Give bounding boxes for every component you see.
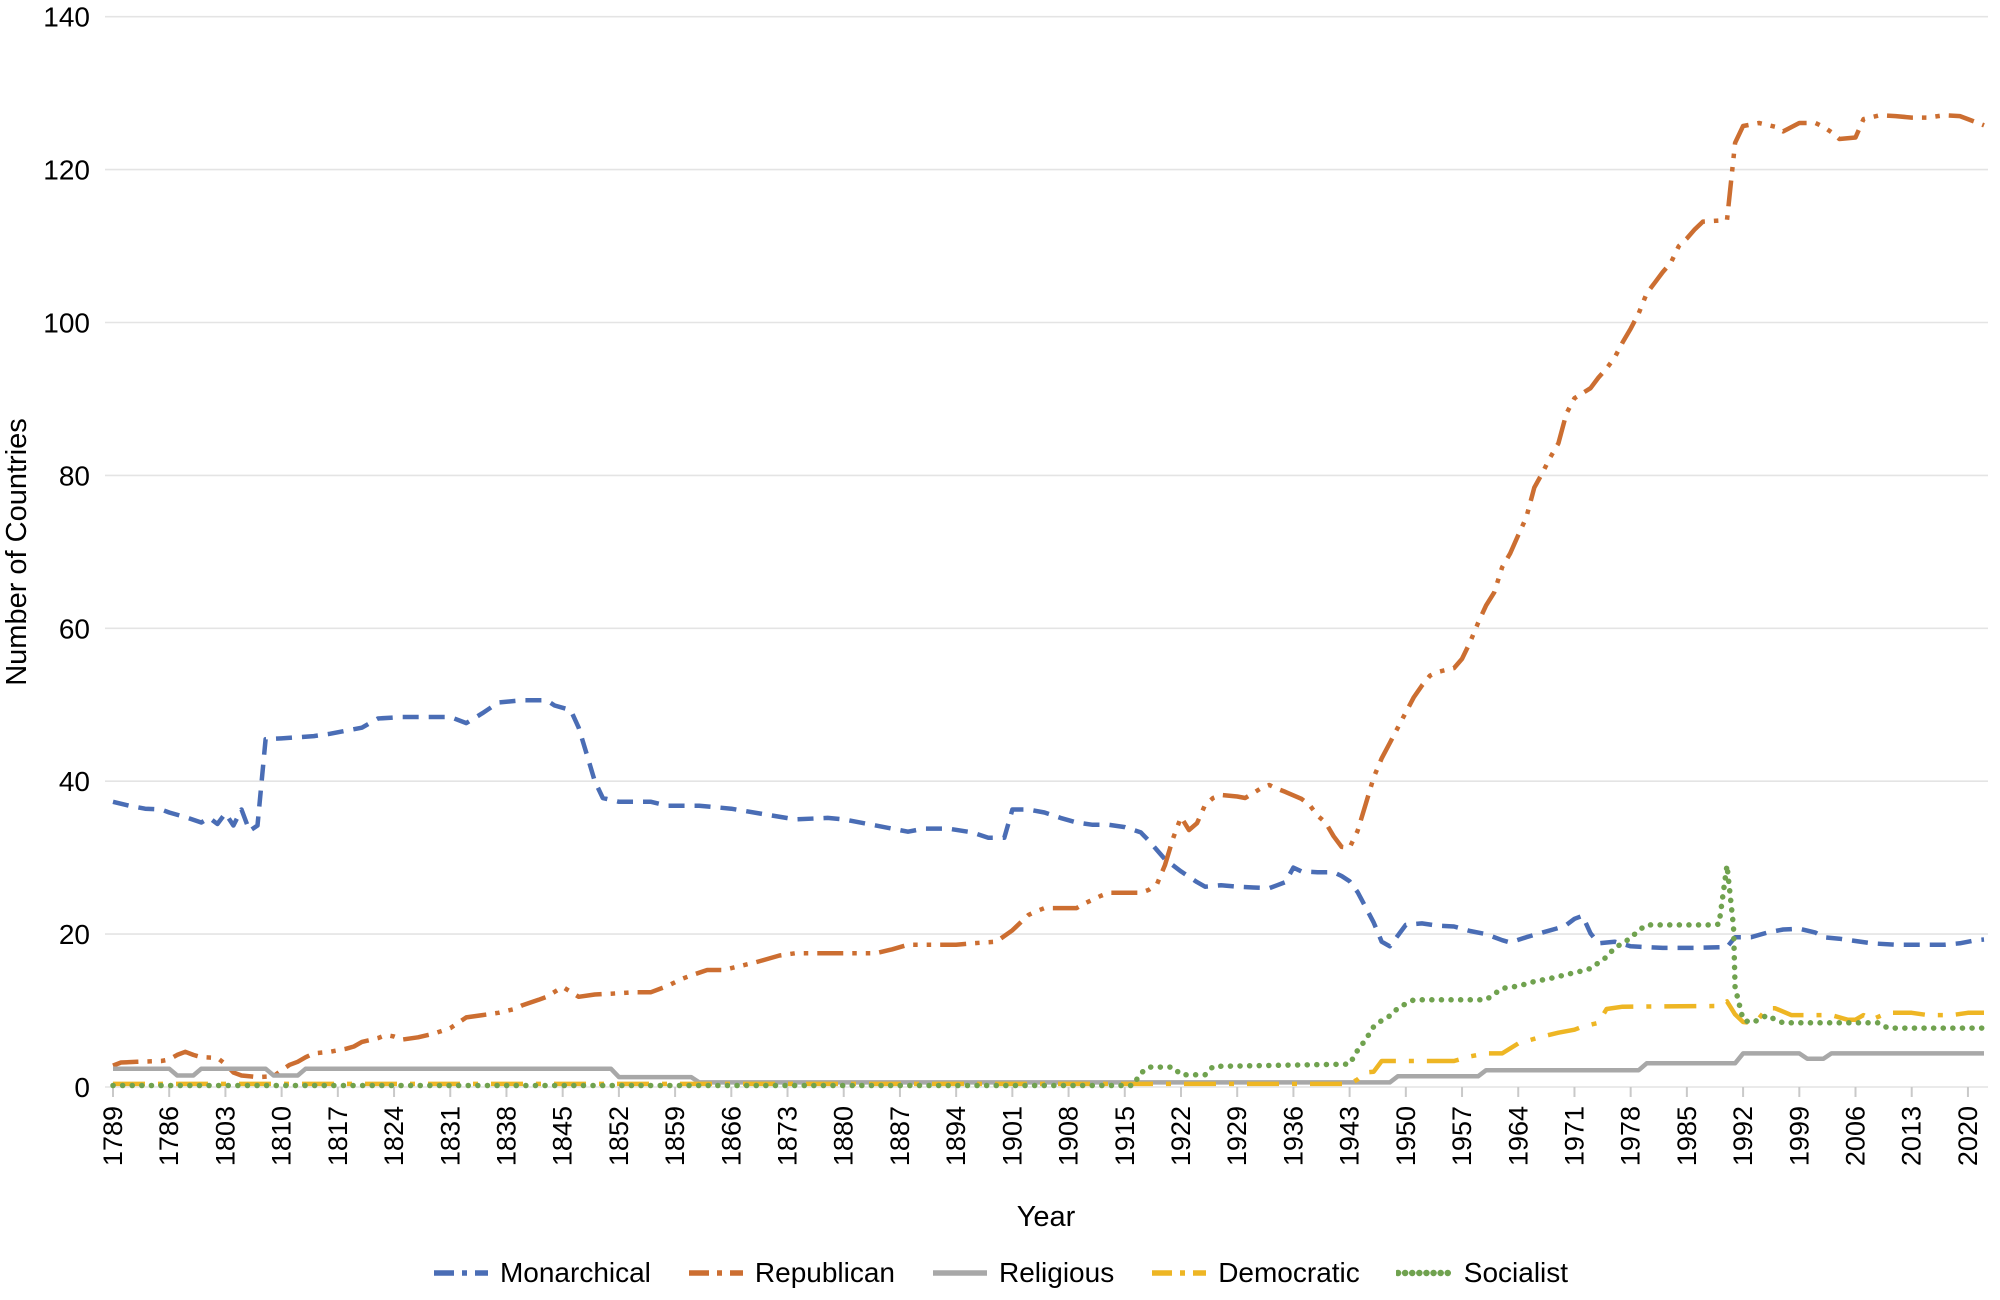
y-tick-label: 80 [59, 460, 90, 491]
x-tick-label: 1852 [604, 1106, 634, 1166]
x-tick-label: 1929 [1222, 1106, 1252, 1166]
y-axis-labels: 0 20 40 60 80 100 120 140 [43, 2, 90, 1103]
y-axis-title: Number of Countries [1, 418, 33, 686]
legend-item-republican: Republican [687, 1257, 895, 1289]
x-tick-label: 1936 [1278, 1106, 1308, 1166]
x-tick-label: 1824 [379, 1106, 409, 1166]
x-tick-label: 1999 [1784, 1106, 1814, 1166]
y-tick-label: 40 [59, 766, 90, 797]
x-axis-ticks [112, 1087, 1969, 1097]
x-tick-label: 1908 [1054, 1106, 1084, 1166]
legend-line-sample-republican [688, 1270, 743, 1276]
x-tick-label: 1971 [1559, 1106, 1589, 1166]
x-tick-label: 1915 [1110, 1106, 1140, 1166]
x-axis-title: Year [1017, 1201, 1076, 1233]
legend-item-democratic: Democratic [1150, 1257, 1360, 1289]
legend-label: Republican [754, 1257, 896, 1288]
legend-label: Religious [999, 1257, 1115, 1288]
x-tick-label: 1845 [548, 1106, 578, 1166]
x-tick-label: 1866 [716, 1106, 746, 1166]
x-tick-label: 1957 [1447, 1106, 1477, 1166]
x-tick-label: 1859 [660, 1106, 690, 1166]
y-tick-label: 0 [74, 1072, 90, 1103]
x-tick-label: 1985 [1672, 1106, 1702, 1166]
x-tick-label: 1786 [154, 1106, 184, 1166]
x-tick-label: 1922 [1166, 1106, 1196, 1166]
series-line-democratic [113, 999, 1984, 1087]
legend-item-socialist: Socialist [1395, 1257, 1569, 1289]
series-line-religious [113, 1051, 1984, 1085]
x-tick-label: 1873 [773, 1106, 803, 1166]
series-lines [110, 113, 1987, 1089]
legend-line-sample-socialist [1395, 1269, 1454, 1277]
x-tick-label: 2006 [1841, 1106, 1871, 1166]
legend-line-sample-monarchical [433, 1270, 488, 1276]
x-tick-label: 2020 [1953, 1106, 1983, 1166]
x-tick-label: 1817 [323, 1106, 353, 1166]
x-axis-labels: 1789 1786 1803 1810 1817 1824 1831 1838 1845 1852… [98, 1106, 1983, 1166]
y-tick-label: 120 [43, 155, 90, 186]
legend-item-religious: Religious [931, 1257, 1114, 1289]
x-tick-label: 1810 [267, 1106, 297, 1166]
legend-line-sample-religious [933, 1270, 988, 1276]
gridlines [105, 15, 1988, 1088]
x-tick-label: 1901 [997, 1106, 1027, 1166]
x-tick-label: 1964 [1503, 1106, 1533, 1166]
x-tick-label: 1992 [1728, 1106, 1758, 1166]
x-tick-label: 1887 [885, 1106, 915, 1166]
y-tick-label: 60 [59, 613, 90, 644]
y-tick-label: 140 [43, 2, 90, 33]
series-line-monarchical [112, 697, 1985, 951]
x-tick-label: 1943 [1335, 1106, 1365, 1166]
chart-legend: Monarchical Republican Religious Democratic… [0, 1246, 2000, 1300]
y-tick-label: 100 [43, 308, 90, 339]
legend-label: Democratic [1218, 1257, 1360, 1288]
x-tick-label: 1894 [941, 1106, 971, 1166]
legend-item-monarchical: Monarchical [432, 1257, 651, 1289]
x-tick-label: 1950 [1391, 1106, 1421, 1166]
x-tick-label: 1838 [491, 1106, 521, 1166]
x-tick-label: 1880 [829, 1106, 859, 1166]
legend-line-sample-democratic [1152, 1270, 1207, 1276]
x-tick-label: 2013 [1897, 1106, 1927, 1166]
y-tick-label: 20 [59, 919, 90, 950]
series-line-socialist [110, 862, 1987, 1089]
series-line-republican [112, 113, 1985, 1080]
legend-label: Monarchical [499, 1257, 651, 1288]
legend-label: Socialist [1463, 1257, 1569, 1288]
x-tick-label: 1803 [210, 1106, 240, 1166]
x-tick-label: 1831 [435, 1106, 465, 1166]
x-tick-label: 1978 [1616, 1106, 1646, 1166]
x-tick-label: 1789 [98, 1106, 128, 1166]
